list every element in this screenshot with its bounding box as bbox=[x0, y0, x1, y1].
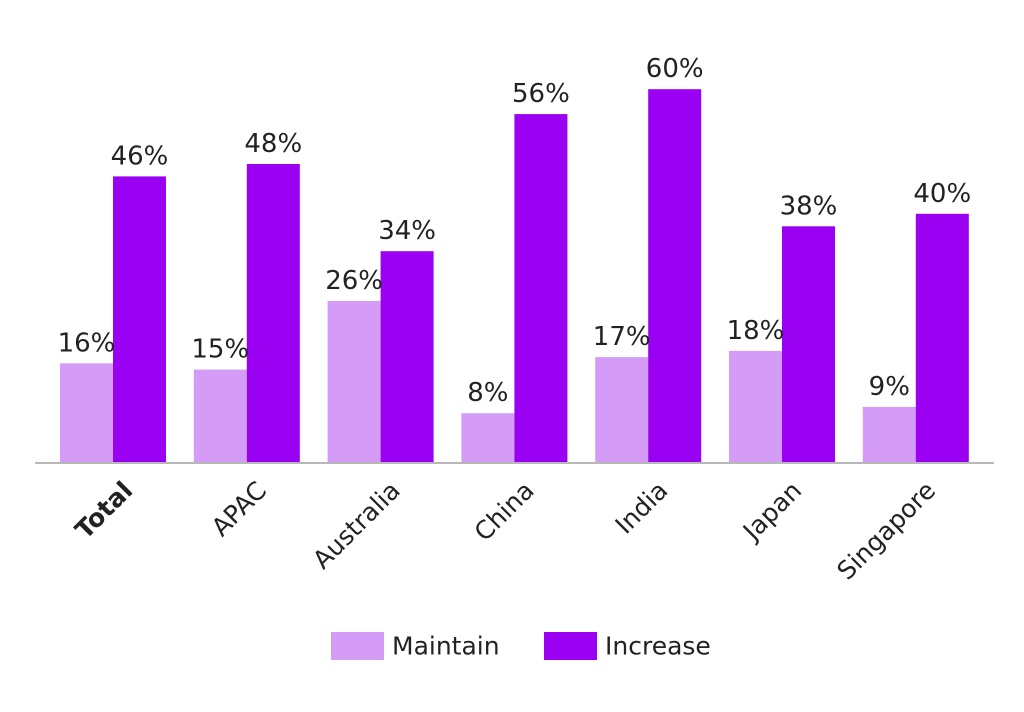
value-label-increase-australia: 34% bbox=[378, 216, 436, 246]
value-label-increase-india: 60% bbox=[646, 54, 704, 84]
value-label-maintain-japan: 18% bbox=[727, 316, 785, 346]
bar-maintain-singapore bbox=[862, 406, 916, 463]
value-label-increase-total: 46% bbox=[111, 141, 169, 171]
value-label-maintain-apac: 15% bbox=[191, 335, 249, 365]
legend-swatch-maintain bbox=[331, 632, 384, 660]
value-label-maintain-australia: 26% bbox=[325, 266, 383, 296]
value-label-maintain-china: 8% bbox=[467, 378, 508, 408]
bar-maintain-japan bbox=[729, 350, 782, 463]
category-label-singapore: Singapore bbox=[831, 476, 941, 586]
bar-increase-china bbox=[514, 114, 568, 463]
category-label-apac: APAC bbox=[206, 476, 272, 542]
category-labels-layer: Total APAC Australia China India Japan Singapo… bbox=[69, 476, 941, 586]
bar-maintain-india bbox=[595, 357, 649, 463]
legend-label-increase: Increase bbox=[605, 632, 711, 661]
bar-increase-japan bbox=[782, 226, 835, 463]
value-label-maintain-india: 17% bbox=[593, 322, 651, 352]
value-label-increase-japan: 38% bbox=[780, 191, 838, 221]
bar-increase-singapore bbox=[915, 213, 969, 463]
value-label-increase-singapore: 40% bbox=[913, 179, 971, 209]
bar-increase-apac bbox=[246, 164, 300, 463]
category-label-china: China bbox=[469, 476, 540, 547]
legend-swatch-increase bbox=[544, 632, 597, 660]
legend: Maintain Increase bbox=[331, 632, 711, 661]
value-label-maintain-singapore: 9% bbox=[869, 372, 910, 402]
category-label-total: Total bbox=[69, 476, 138, 545]
bar-maintain-australia bbox=[327, 301, 381, 463]
value-label-increase-apac: 48% bbox=[244, 129, 302, 159]
bar-increase-total bbox=[113, 176, 166, 463]
category-label-japan: Japan bbox=[736, 476, 807, 547]
value-label-maintain-total: 16% bbox=[58, 328, 116, 358]
bars-layer bbox=[60, 89, 969, 464]
bar-increase-india bbox=[648, 89, 702, 463]
bar-maintain-total bbox=[60, 363, 113, 463]
bar-maintain-china bbox=[461, 413, 515, 463]
value-label-increase-china: 56% bbox=[512, 79, 570, 109]
legend-label-maintain: Maintain bbox=[392, 632, 500, 661]
category-label-india: India bbox=[610, 476, 674, 540]
bar-increase-australia bbox=[380, 251, 434, 463]
bar-maintain-apac bbox=[193, 369, 247, 464]
category-label-australia: Australia bbox=[307, 476, 406, 575]
value-labels-layer: 16% 46% 15% 48% 26% 34% 8% 56% 17% 60% 18% 38% 9% 40% bbox=[58, 54, 972, 408]
